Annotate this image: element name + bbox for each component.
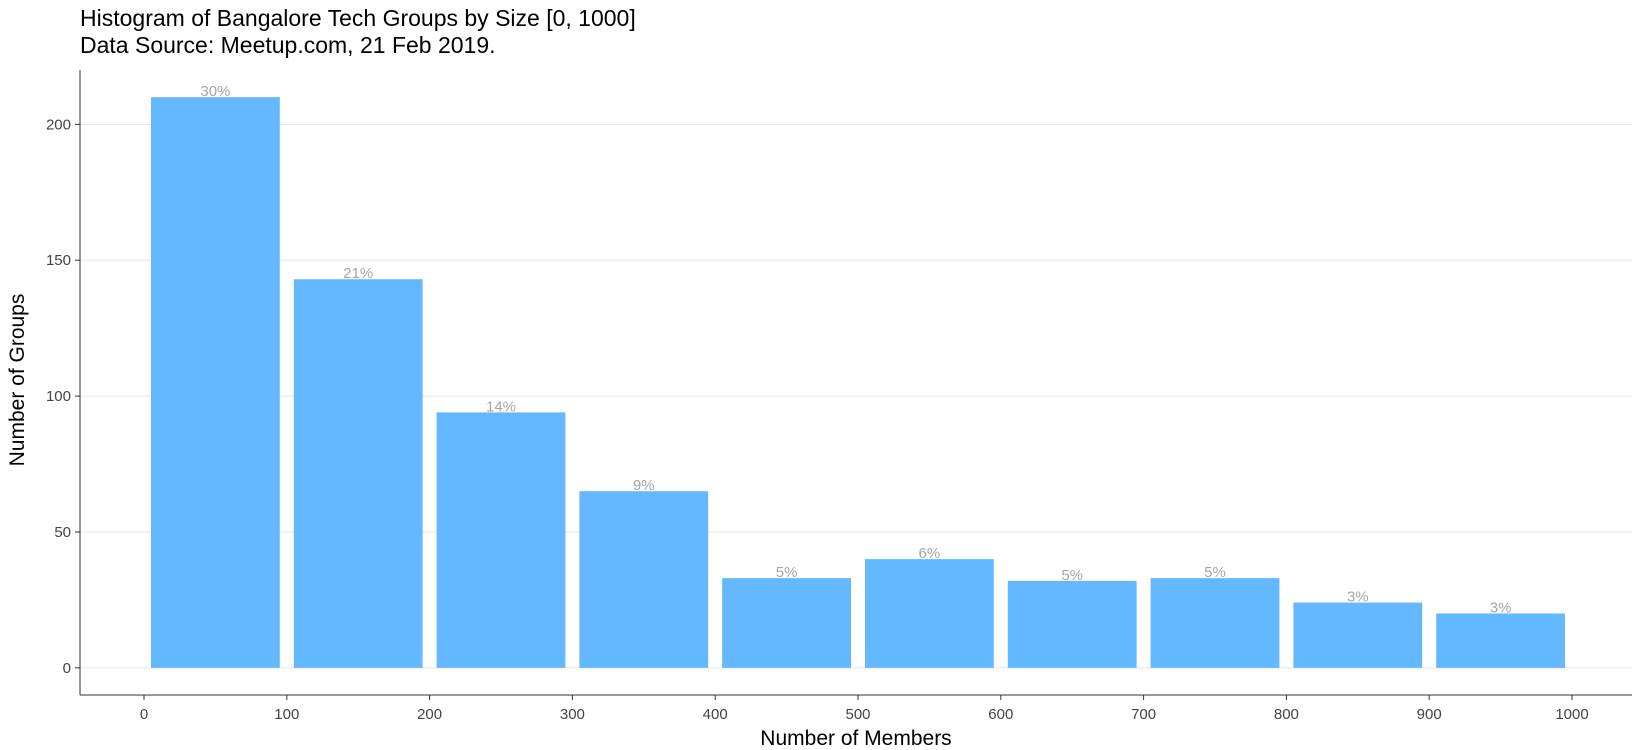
bar-percent-label: 3% [1347, 589, 1369, 606]
histogram-bar [722, 578, 851, 668]
x-axis-title: Number of Members [760, 727, 951, 750]
bar-percent-label: 5% [1204, 564, 1226, 581]
histogram-bar [436, 412, 566, 668]
x-tick-label: 0 [140, 706, 148, 723]
x-tick-label: 800 [1274, 706, 1299, 723]
bar-percent-label: 14% [486, 398, 516, 415]
x-tick-label: 200 [417, 706, 442, 723]
bar-percent-label: 6% [919, 545, 941, 562]
y-tick-label: 100 [46, 388, 71, 405]
bar-percent-label: 9% [633, 477, 655, 494]
histogram-bar [1293, 602, 1423, 668]
x-tick-label: 300 [560, 706, 585, 723]
histogram-bar [1007, 580, 1137, 668]
histogram-bar [293, 279, 423, 668]
y-tick-label: 150 [46, 252, 71, 269]
x-tick-label: 600 [988, 706, 1013, 723]
y-tick-label: 0 [63, 660, 71, 677]
x-tick-label: 400 [703, 706, 728, 723]
y-axis-ticks: 0 50 100 150 200 [46, 116, 80, 677]
bar-percent-label: 30% [200, 83, 230, 100]
chart-subtitle: Data Source: Meetup.com, 21 Feb 2019. [80, 32, 496, 58]
bars [151, 97, 1565, 668]
y-axis-title: Number of Groups [6, 294, 29, 467]
x-tick-label: 700 [1131, 706, 1156, 723]
bar-percent-labels: 30% 21% 14% 9% 5% 6% 5% 5% 3% 3% [200, 83, 1511, 616]
bar-percent-label: 5% [776, 564, 798, 581]
x-tick-label: 500 [845, 706, 870, 723]
y-tick-label: 200 [46, 116, 71, 133]
histogram-bar [865, 559, 994, 668]
histogram-bar [1436, 613, 1565, 668]
chart-title: Histogram of Bangalore Tech Groups by Si… [80, 5, 636, 31]
x-tick-label: 100 [274, 706, 299, 723]
x-tick-label: 900 [1417, 706, 1442, 723]
bar-percent-label: 21% [343, 265, 373, 282]
histogram-bar [579, 491, 709, 668]
x-tick-label: 1000 [1555, 706, 1588, 723]
histogram-bar [151, 97, 280, 668]
bar-percent-label: 5% [1061, 567, 1083, 584]
histogram-bar [1150, 578, 1280, 668]
bar-percent-label: 3% [1490, 599, 1512, 616]
y-tick-label: 50 [54, 524, 71, 541]
x-axis-ticks: 0 100 200 300 400 500 600 700 800 900 1000 [140, 695, 1589, 723]
